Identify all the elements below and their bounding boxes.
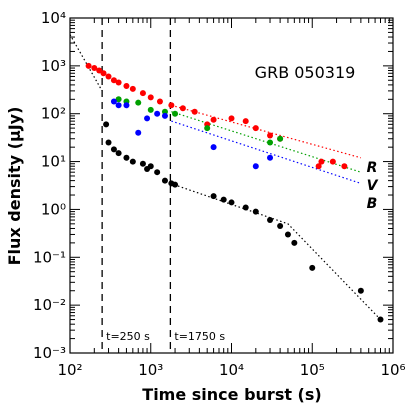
data-point: [154, 110, 161, 117]
data-point: [156, 98, 163, 105]
x-tick-label: 10⁶: [380, 361, 405, 379]
data-point: [161, 112, 168, 119]
data-point: [267, 132, 274, 139]
data-point: [161, 177, 168, 184]
x-tick-label: 10³: [138, 361, 163, 379]
y-tick-label: 10⁴: [41, 9, 66, 27]
data-point: [100, 70, 107, 77]
x-tick-label: 10⁴: [219, 361, 244, 379]
data-point: [135, 99, 142, 106]
y-tick-label: 10⁰: [41, 200, 66, 218]
data-point: [267, 217, 274, 224]
legend-label: R: [367, 160, 378, 176]
data-point: [252, 125, 259, 132]
data-point: [105, 139, 112, 146]
data-point: [96, 67, 103, 74]
data-point: [129, 158, 136, 165]
data-point: [210, 116, 217, 123]
data-point: [309, 264, 316, 271]
data-point: [161, 108, 168, 115]
data-point: [144, 115, 151, 122]
data-point: [110, 77, 117, 84]
data-point: [267, 139, 274, 146]
data-point: [277, 135, 284, 142]
x-tick-label: 10²: [57, 361, 82, 379]
chart-title: GRB 050319: [255, 63, 356, 82]
data-point: [123, 154, 130, 161]
data-point: [242, 118, 249, 125]
data-point: [252, 163, 259, 170]
data-point: [252, 208, 259, 215]
data-point: [105, 73, 112, 80]
data-point: [210, 144, 217, 151]
data-point: [85, 62, 92, 69]
data-point: [341, 163, 348, 170]
x-axis-label: Time since burst (s): [142, 385, 321, 404]
fit-line: [170, 182, 381, 320]
data-point: [135, 129, 142, 136]
fit-line: [171, 120, 362, 184]
data-point: [91, 65, 98, 72]
data-point: [242, 204, 249, 211]
y-tick-label: 10⁻³: [33, 344, 66, 362]
data-point: [318, 158, 325, 165]
data-point: [110, 98, 117, 105]
data-point: [154, 169, 161, 176]
data-point: [204, 125, 211, 132]
data-point: [228, 115, 235, 122]
x-tick-label: 10⁵: [300, 361, 325, 379]
data-point: [357, 287, 364, 294]
data-point: [277, 223, 284, 230]
data-point: [110, 146, 117, 153]
data-point: [147, 163, 154, 170]
data-point: [139, 160, 146, 167]
y-tick-label: 10⁻²: [33, 296, 66, 314]
data-point: [172, 181, 179, 188]
data-point: [220, 196, 227, 203]
data-point: [129, 85, 136, 92]
data-point: [103, 121, 110, 128]
y-tick-label: 10¹: [41, 153, 66, 171]
data-point: [123, 102, 130, 109]
data-point: [228, 199, 235, 206]
legend-label: V: [367, 178, 379, 194]
data-point: [284, 231, 291, 238]
y-tick-label: 10⁻¹: [33, 248, 66, 266]
data-point: [115, 79, 122, 86]
data-point: [123, 82, 130, 89]
data-point: [315, 163, 322, 170]
fit-line: [171, 104, 362, 159]
data-point: [139, 90, 146, 97]
data-point: [168, 102, 175, 109]
fit-line: [69, 34, 103, 92]
data-point: [172, 110, 179, 117]
y-axis-label: Flux density (μJy): [5, 107, 24, 266]
y-tick-label: 10³: [41, 57, 66, 75]
data-point: [115, 96, 122, 103]
data-point: [191, 108, 198, 115]
data-point: [115, 102, 122, 109]
data-point: [329, 158, 336, 165]
data-point: [210, 193, 217, 200]
reference-label: t=1750 s: [174, 330, 225, 343]
data-point: [147, 94, 154, 101]
reference-label: t=250 s: [106, 330, 150, 343]
fit-line: [171, 111, 362, 173]
y-tick-label: 10²: [41, 105, 66, 123]
data-point: [179, 105, 186, 112]
data-point: [267, 154, 274, 161]
data-point: [115, 150, 122, 157]
data-point: [147, 106, 154, 113]
legend-label: B: [367, 196, 378, 212]
data-point: [377, 316, 384, 323]
data-point: [291, 239, 298, 246]
